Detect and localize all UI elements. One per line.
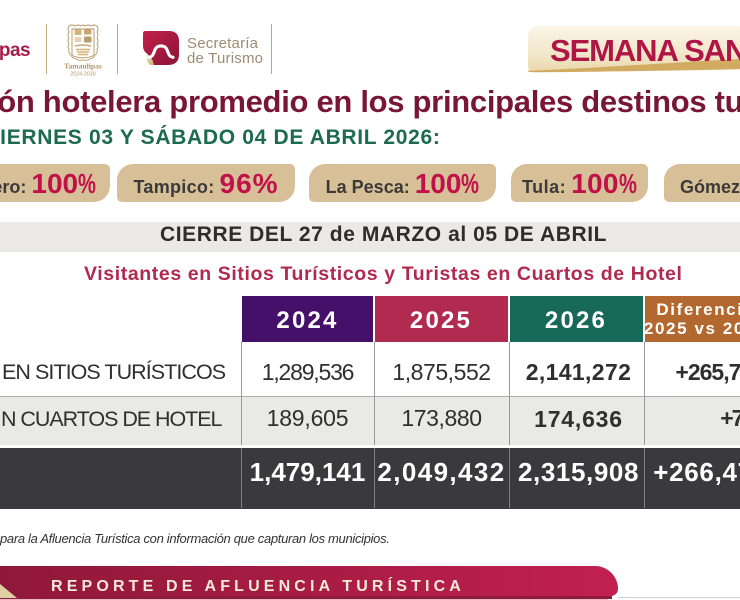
svg-text:2024-2030: 2024-2030	[70, 72, 95, 78]
svg-text:Tamaulipas: Tamaulipas	[64, 62, 102, 71]
